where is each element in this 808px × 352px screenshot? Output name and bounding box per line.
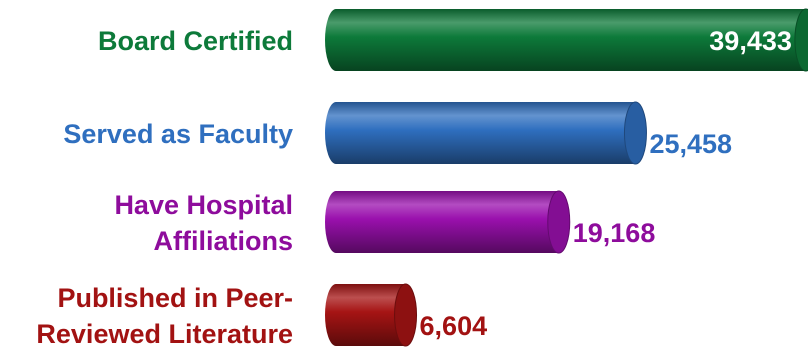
value-label: 19,168 (573, 218, 656, 248)
value-labels-group: 39,433 25,458 19,168 6,604 (420, 26, 792, 341)
bar-body (325, 191, 559, 253)
bar-end-cap (623, 101, 647, 165)
bar-1 (325, 8, 808, 72)
bar-4 (325, 283, 418, 347)
bar-end-cap (794, 8, 808, 72)
bar-end-cap (547, 190, 571, 254)
bar-body (325, 284, 406, 346)
value-label: 25,458 (649, 129, 732, 159)
category-label: Served as Faculty (63, 119, 293, 149)
value-label: 6,604 (420, 311, 488, 341)
value-label: 39,433 (709, 26, 792, 56)
bar-body (325, 102, 636, 164)
category-label: Published in Peer-Reviewed Literature (36, 283, 293, 349)
bars-group (325, 8, 808, 347)
bar-2 (325, 101, 647, 165)
category-label: Board Certified (98, 26, 293, 56)
category-label: Have Hospital Affiliations (114, 190, 293, 256)
category-labels-group: Board Certified Served as Faculty Have Hos… (36, 26, 293, 349)
bar-3 (325, 190, 571, 254)
bar-end-cap (394, 283, 418, 347)
bar-body (325, 9, 806, 71)
